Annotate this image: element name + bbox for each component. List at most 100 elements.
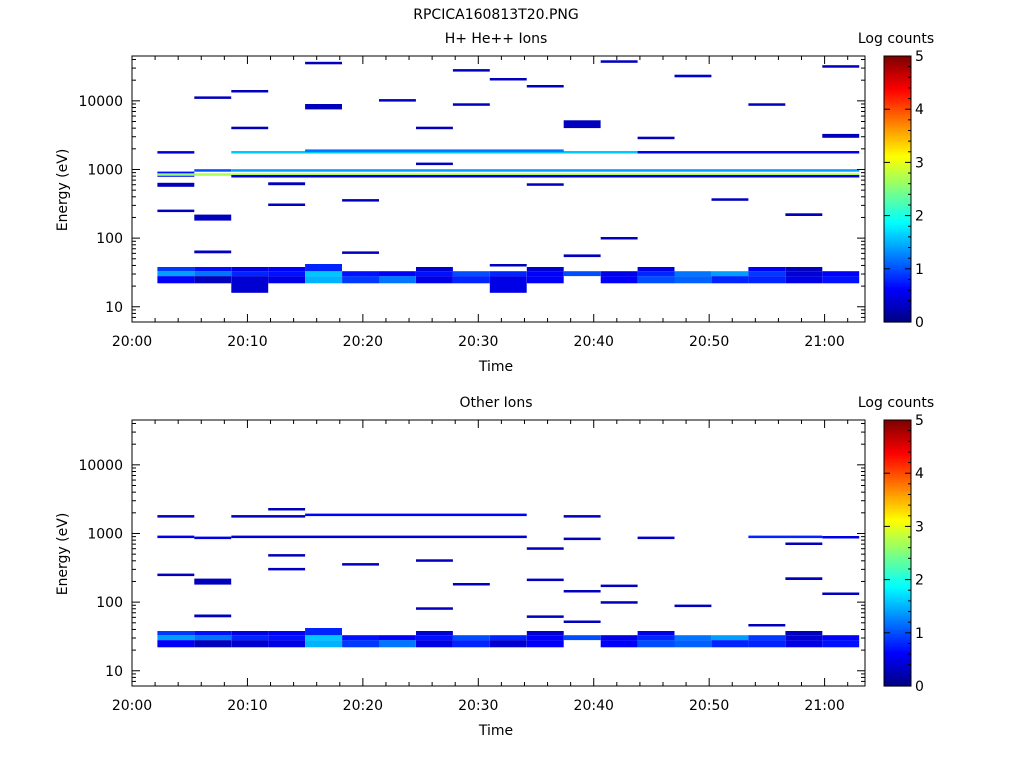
colorbar-segment [884, 160, 911, 163]
colorbar-segment [884, 621, 911, 625]
heatmap-cell [526, 267, 564, 272]
heatmap-cell [452, 103, 490, 106]
colorbar-segment [884, 672, 911, 676]
colorbar-frame [883, 419, 912, 687]
colorbar-segment [884, 681, 911, 685]
colorbar-segment [884, 490, 911, 494]
figure-title: RPCICA160813T20.PNG [413, 7, 578, 23]
heatmap-cell [194, 96, 232, 99]
heatmap-cell [600, 271, 638, 277]
heatmap-cell [452, 69, 490, 72]
heatmap-cell [748, 276, 786, 284]
heatmap-cell [489, 635, 527, 641]
heatmap-cell [194, 614, 232, 618]
colorbar-segment [884, 275, 911, 279]
heatmap-cell [157, 182, 195, 187]
heatmap-cell [452, 635, 490, 641]
colorbar-segment [884, 277, 911, 281]
colorbar-tick-label: 0 [915, 679, 924, 695]
axes: 20:00 20:10 20:20 20:30 20:40 20:50 21:00 10 100… [78, 56, 865, 350]
colorbar-segment [884, 513, 911, 516]
heatmap-cell [416, 126, 453, 130]
colorbar-label: Log counts [858, 395, 934, 411]
colorbar-segment [884, 80, 911, 84]
heatmap-cell [822, 133, 860, 138]
heatmap-cell [231, 631, 269, 636]
colorbar-segment [884, 162, 911, 166]
colorbar-segment [884, 475, 911, 479]
x-tick-label: 21:00 [804, 698, 844, 714]
heatmap-cell [268, 508, 306, 511]
colorbar-segment [884, 559, 911, 563]
heatmap-cell [342, 635, 379, 641]
heatmap-cell [231, 175, 860, 178]
heatmap-cell [416, 271, 453, 277]
heatmap-cell [305, 271, 342, 277]
x-tick-label: 20:50 [689, 698, 729, 714]
colorbar-segment [884, 590, 911, 594]
heatmap-cell [563, 635, 601, 641]
colorbar-segment [884, 557, 911, 561]
colorbar-segment [884, 428, 911, 432]
heatmap-cell [637, 151, 860, 154]
heatmap-cell [785, 276, 823, 284]
panel-other-ions: Other Ions 20:00 20:10 20:20 20:30 20:40 20:5… [55, 395, 934, 739]
heatmap-cell [194, 169, 232, 172]
heatmap-cell [748, 640, 786, 648]
heatmap-cell [379, 99, 416, 102]
heatmap-cell [231, 271, 269, 277]
colorbar-segment [884, 572, 911, 576]
colorbar-segment [884, 282, 911, 285]
colorbar-segment [884, 553, 911, 556]
colorbar-frame [883, 55, 912, 323]
colorbar-segment [884, 288, 911, 292]
heatmap-cell [637, 271, 675, 277]
heatmap-cell [526, 640, 564, 648]
panel-h-he-ions: H+ He++ Ions 20:00 20:10 20:20 20:30 20:40 20… [55, 31, 934, 375]
heatmap-cell [637, 136, 675, 140]
colorbar-segment [884, 659, 911, 663]
heatmap-cell [785, 635, 823, 641]
x-axis-label: Time [478, 359, 513, 375]
colorbar-segment [884, 643, 911, 647]
colorbar-segment [884, 444, 911, 448]
colorbar-segment [884, 546, 911, 550]
colorbar-segment [884, 64, 911, 68]
colorbar-segment [884, 259, 911, 263]
x-tick-label: 20:40 [574, 698, 614, 714]
heatmap-cell [379, 635, 416, 641]
y-tick-label: 1000 [87, 526, 123, 542]
heatmap-cell [305, 264, 342, 272]
heatmap-cell [711, 276, 749, 284]
colorbar-segment [884, 91, 911, 95]
heatmap-cell [563, 515, 601, 518]
heatmap-cell [305, 149, 564, 152]
colorbar-segment [884, 146, 911, 150]
colorbar-tick-label: 2 [915, 573, 924, 589]
colorbar-segment [884, 537, 911, 541]
colorbar-segment [884, 679, 911, 683]
heatmap-cell [157, 151, 195, 154]
colorbar-tick-label: 1 [915, 626, 924, 642]
heatmap-cell [600, 237, 638, 240]
heatmap-cell [268, 276, 306, 284]
colorbar-segment [884, 420, 911, 423]
heatmap-cell [674, 74, 712, 78]
x-tick-label: 20:10 [227, 698, 267, 714]
colorbar-segment [884, 164, 911, 168]
heatmap-cell [157, 267, 195, 272]
colorbar-segment [884, 506, 911, 510]
colorbar-segment [884, 118, 911, 121]
heatmap-cell [748, 635, 786, 641]
heatmap-cell [785, 631, 823, 636]
heatmap-cell [157, 515, 195, 518]
heatmap-cell [637, 536, 675, 540]
heatmap-cell [674, 604, 712, 608]
heatmap-cell [268, 567, 306, 571]
colorbar-segment [884, 224, 911, 228]
heatmap-cell [342, 251, 379, 254]
heatmap-cell [748, 267, 786, 272]
colorbar-segment [884, 548, 911, 552]
colorbar-segment [884, 541, 911, 545]
x-tick-label: 20:20 [343, 334, 383, 350]
